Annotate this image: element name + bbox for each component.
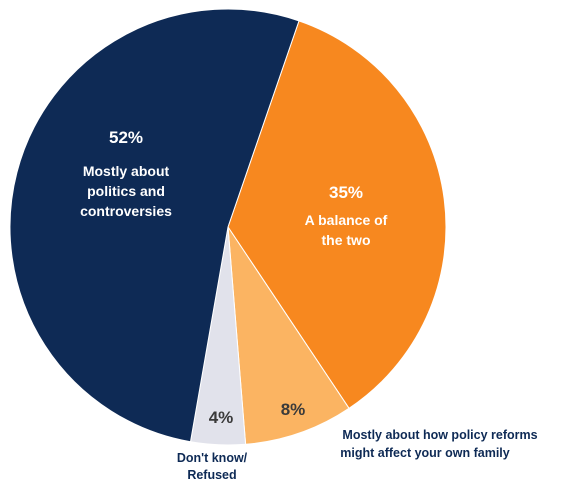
pie-slice-balance bbox=[227, 20, 447, 410]
slice-label-politics-line-1: Mostly about bbox=[83, 163, 170, 179]
slice-label-family-line-1: Mostly about how policy reforms bbox=[342, 428, 537, 442]
slice-label-family-line-2: might affect your own family bbox=[340, 446, 510, 460]
slice-label-balance-pct: 35% bbox=[329, 183, 363, 202]
slice-label-balance-line-1: A balance of bbox=[305, 212, 388, 228]
pie-slices bbox=[9, 8, 447, 446]
pie-slice-politics bbox=[9, 8, 300, 443]
slice-label-politics-line-2: politics and bbox=[87, 183, 165, 199]
slice-label-dontknow-line-2: Refused bbox=[187, 468, 236, 482]
slice-label-dontknow-line-1: Don't know/ bbox=[177, 451, 248, 465]
slice-label-balance-line-2: the two bbox=[322, 232, 371, 248]
slice-label-politics-pct: 52% bbox=[109, 128, 143, 147]
slice-label-family-pct: 8% bbox=[281, 400, 306, 419]
pie-slice-family bbox=[227, 225, 350, 445]
slice-label-politics-line-3: controversies bbox=[80, 203, 172, 219]
slice-label-dontknow-pct: 4% bbox=[209, 408, 234, 427]
